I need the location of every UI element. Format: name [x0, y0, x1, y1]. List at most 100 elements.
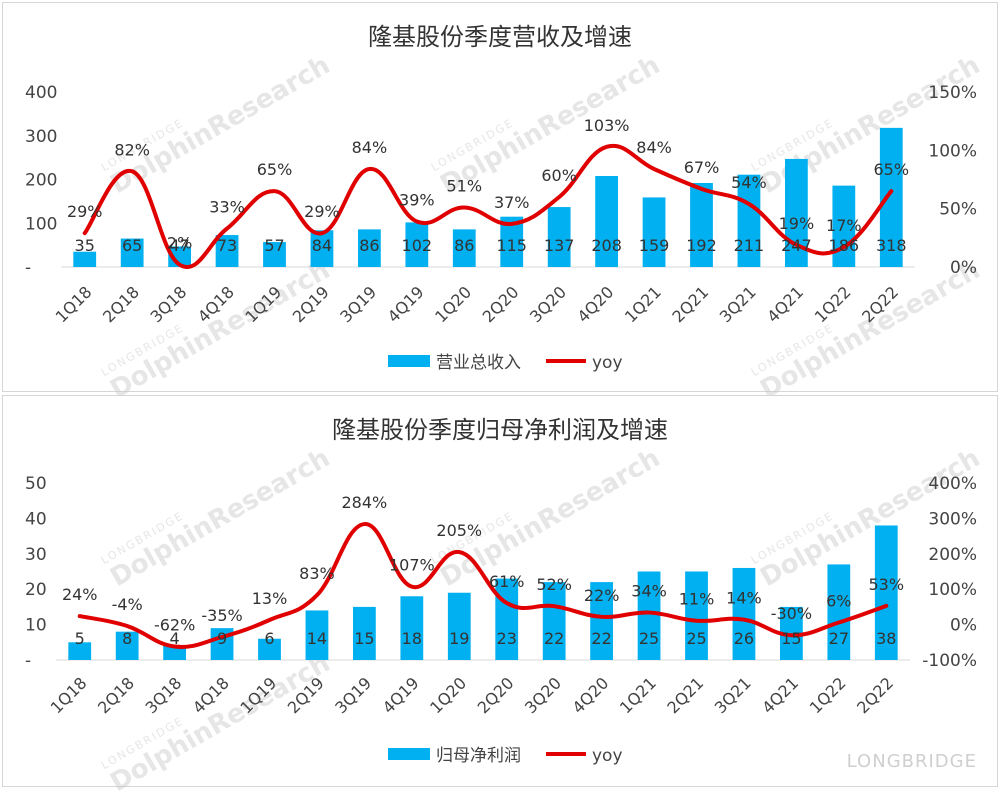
bar	[637, 571, 661, 660]
category-label: 2Q20	[474, 673, 518, 717]
right-axis-tick: 400%	[928, 474, 977, 494]
bar	[832, 185, 856, 267]
bar-value-label: 4	[170, 629, 180, 648]
yoy-value-label: 83%	[299, 564, 335, 583]
chart-title: 隆基股份季度营收及增速	[368, 23, 632, 51]
bar	[500, 216, 524, 267]
bar-value-label: 84	[312, 236, 332, 255]
bar-value-label: 15	[354, 629, 374, 648]
bar	[405, 222, 429, 267]
left-axis-tick: 40	[25, 509, 47, 529]
left-axis-tick: 200	[25, 171, 57, 191]
yoy-value-label: 65%	[257, 160, 293, 179]
yoy-value-label: 6%	[826, 591, 851, 610]
category-label: 4Q20	[573, 282, 617, 326]
bar-value-label: 26	[734, 629, 754, 648]
bar-value-label: 211	[734, 236, 765, 255]
left-axis-tick: 300	[25, 127, 57, 147]
category-label: 2Q20	[479, 282, 523, 326]
bar	[163, 645, 186, 660]
bar-value-label: 9	[217, 629, 227, 648]
bar	[547, 207, 571, 267]
left-axis-tick: 10	[25, 616, 47, 636]
bar	[115, 631, 139, 660]
bar-value-label: 57	[264, 236, 284, 255]
category-label: 3Q18	[146, 282, 190, 326]
net-profit-chart: 隆基股份季度归母净利润及增速 - 10 20 30 40 50 -100% 0% 100% 200%…	[25, 416, 977, 766]
bar-value-label: 22	[544, 629, 564, 648]
category-label: 1Q18	[52, 282, 96, 326]
net-profit-chart-panel: LONGBRIDGE DolphinResearch LONGBRIDGE Dolp…	[2, 395, 998, 798]
left-axis-tick: 400	[25, 83, 57, 103]
category-label: 2Q21	[668, 282, 712, 326]
bar-value-label: 192	[686, 236, 717, 255]
bar-value-label: 25	[686, 629, 706, 648]
yoy-value-label: 53%	[868, 575, 904, 594]
yoy-value-label: 29%	[67, 202, 103, 221]
category-label: 4Q20	[568, 673, 612, 717]
bar-value-label: 247	[781, 236, 812, 255]
category-label: 4Q18	[194, 282, 238, 326]
yoy-value-label: 33%	[209, 198, 245, 217]
yoy-value-label: 84%	[636, 138, 672, 157]
yoy-value-label: 107%	[389, 556, 435, 575]
bar-value-label: 159	[639, 236, 670, 255]
left-axis-tick: -	[25, 258, 31, 278]
bar-value-label: 18	[402, 629, 422, 648]
bar-value-label: 73	[217, 236, 237, 255]
category-label: 3Q18	[141, 673, 185, 717]
category-label: 2Q22	[853, 673, 897, 717]
yoy-value-label: 103%	[584, 116, 630, 135]
bar	[732, 567, 756, 660]
legend-line-label: yoy	[592, 746, 623, 766]
yoy-value-label: 205%	[436, 521, 482, 540]
bar	[642, 197, 666, 267]
category-label: 4Q19	[384, 282, 428, 326]
yoy-value-label: 84%	[352, 138, 388, 157]
yoy-value-label: 2%	[167, 234, 192, 253]
bar	[452, 229, 476, 267]
yoy-line	[82, 143, 894, 269]
bar	[595, 176, 618, 267]
category-label: 4Q19	[379, 673, 423, 717]
legend-bar-swatch	[388, 355, 430, 367]
category-label: 4Q21	[763, 282, 807, 326]
category-label: 3Q21	[716, 282, 760, 326]
bar-value-label: 5	[75, 629, 85, 648]
category-label: 3Q21	[711, 673, 755, 717]
bar-value-label: 27	[829, 629, 849, 648]
bar-value-label: 86	[454, 236, 474, 255]
yoy-value-label: 37%	[494, 193, 530, 212]
bar-value-label: 318	[876, 236, 907, 255]
bar-value-label: 15	[781, 629, 801, 648]
category-label: 4Q21	[758, 673, 802, 717]
bar	[590, 582, 613, 660]
bar	[358, 229, 381, 267]
bar	[400, 596, 424, 660]
category-label: 1Q18	[47, 673, 91, 717]
bar-value-label: 102	[402, 236, 433, 255]
bar-value-label: 23	[497, 629, 517, 648]
yoy-value-label: 60%	[541, 166, 577, 185]
left-axis-tick: -	[25, 651, 31, 671]
yoy-value-label: 22%	[584, 586, 620, 605]
category-label: 2Q19	[284, 673, 328, 717]
right-axis-tick: 0%	[950, 616, 977, 636]
category-label: 1Q19	[241, 282, 285, 326]
yoy-value-label: 54%	[731, 173, 767, 192]
category-label: 1Q19	[236, 673, 280, 717]
category-label: 3Q20	[521, 673, 565, 717]
bar	[447, 592, 471, 660]
yoy-value-label: 51%	[446, 177, 482, 196]
bar	[690, 183, 713, 267]
bar-value-label: 14	[307, 629, 327, 648]
yoy-value-label: 34%	[631, 582, 667, 601]
bar	[258, 638, 281, 660]
yoy-value-label: 17%	[826, 216, 862, 235]
bar	[120, 238, 144, 267]
bar	[68, 642, 92, 660]
right-axis-tick: 50%	[939, 200, 977, 220]
yoy-line	[77, 522, 889, 649]
right-axis-tick: -100%	[922, 651, 977, 671]
category-label: 1Q20	[426, 673, 470, 717]
